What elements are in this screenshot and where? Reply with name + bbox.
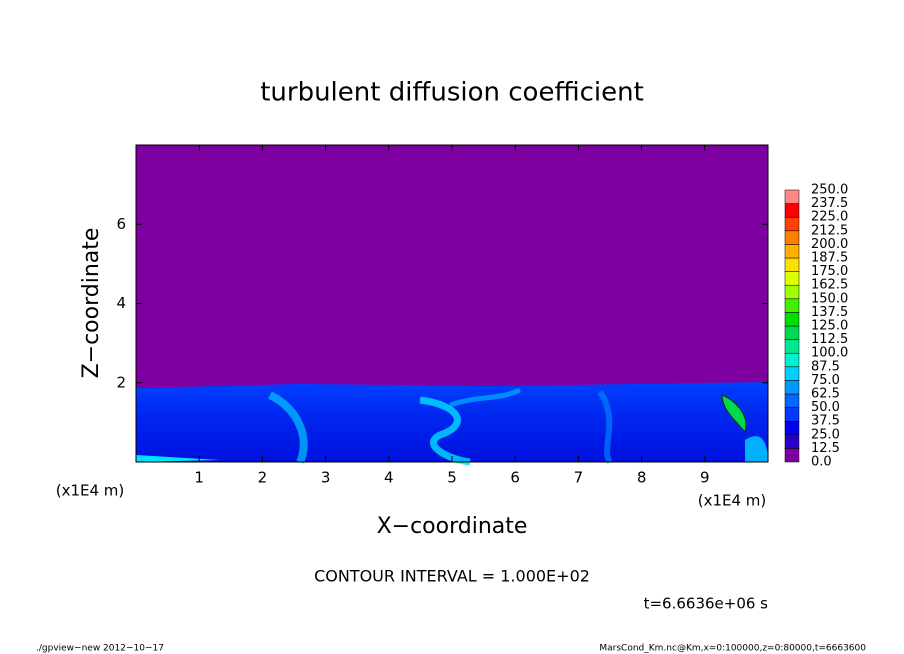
- field-patch: [745, 436, 768, 462]
- colorbar-label: 175.0: [811, 264, 848, 279]
- x-unit: (x1E4 m): [698, 492, 767, 510]
- colorbar-label: 12.5: [811, 441, 840, 456]
- colorbar-label: 37.5: [811, 414, 840, 429]
- x-unit: (x1E4 m): [56, 482, 125, 500]
- footer-right: MarsCond_Km.nc@Km,x=0:100000,z=0:80000,t…: [599, 644, 866, 654]
- colorbar-box: [784, 366, 800, 381]
- x-tick-label: 4: [384, 469, 394, 487]
- field-plume: [419, 396, 471, 466]
- colorbar-box: [784, 230, 800, 245]
- field-plume: [268, 391, 308, 464]
- x-tick-label: 2: [258, 469, 268, 487]
- colorbar-label: 162.5: [811, 278, 848, 293]
- colorbar-box: [784, 339, 800, 354]
- colorbar-label: 200.0: [811, 237, 848, 252]
- field-patch: [721, 394, 747, 434]
- colorbar-label: 112.5: [811, 332, 848, 347]
- chart-title: turbulent diffusion coefficient: [260, 78, 644, 108]
- colorbar-box: [784, 352, 800, 368]
- colorbar-label: 250.0: [811, 183, 848, 198]
- field-plume: [597, 390, 613, 464]
- colorbar-box: [784, 189, 800, 204]
- colorbar-label: 100.0: [811, 346, 848, 361]
- colorbar-box: [784, 312, 800, 327]
- field: [136, 145, 768, 466]
- colorbar-box: [784, 203, 800, 218]
- colorbar-box: [784, 448, 800, 463]
- colorbar-box: [784, 420, 800, 436]
- field-band: [136, 382, 768, 462]
- colorbar-box: [784, 271, 800, 286]
- colorbar-label: 50.0: [811, 400, 840, 415]
- x-tick-label: 5: [447, 469, 457, 487]
- colorbar-box: [784, 407, 800, 422]
- x-tick-label: 1: [194, 469, 204, 487]
- annotation: CONTOUR INTERVAL = 1.000E+02: [314, 567, 590, 586]
- colorbar-box: [784, 244, 800, 259]
- colorbar-box: [784, 257, 800, 272]
- colorbar-label: 150.0: [811, 291, 848, 306]
- colorbar-label: 87.5: [811, 359, 840, 374]
- colorbar-label: 25.0: [811, 427, 840, 442]
- colorbar-label: 0.0: [811, 455, 832, 470]
- colorbar-box: [784, 298, 800, 313]
- colorbar-label: 237.5: [811, 196, 848, 211]
- colorbar-label: 225.0: [811, 210, 848, 225]
- x-tick-label: 6: [510, 469, 520, 487]
- x-axis-label: X−coordinate: [377, 514, 528, 539]
- colorbar-label: 212.5: [811, 223, 848, 238]
- colorbar-box: [784, 380, 800, 395]
- colorbar-label: 137.5: [811, 305, 848, 320]
- field-plume: [449, 387, 522, 408]
- time-label: t=6.6636e+06 s: [644, 595, 769, 613]
- colorbar-box: [784, 434, 800, 449]
- colorbar-box: [784, 325, 800, 340]
- colorbar-label: 75.0: [811, 373, 840, 388]
- x-tick-label: 9: [700, 469, 710, 487]
- colorbar-label: 187.5: [811, 251, 848, 266]
- y-tick-label: 2: [116, 373, 126, 391]
- y-tick-label: 4: [116, 294, 126, 312]
- colorbar-label: 62.5: [811, 387, 840, 402]
- x-tick-label: 8: [637, 469, 647, 487]
- footer-left: ./gpview−new 2012−10−17: [36, 644, 164, 654]
- x-tick-label: 3: [321, 469, 331, 487]
- x-tick-label: 7: [574, 469, 584, 487]
- y-axis-label: Z−coordinate: [79, 228, 104, 379]
- colorbar-label: 125.0: [811, 319, 848, 334]
- colorbar-box: [784, 216, 800, 232]
- colorbar-box: [784, 393, 800, 408]
- y-tick-label: 6: [116, 215, 126, 233]
- colorbar-box: [784, 284, 800, 300]
